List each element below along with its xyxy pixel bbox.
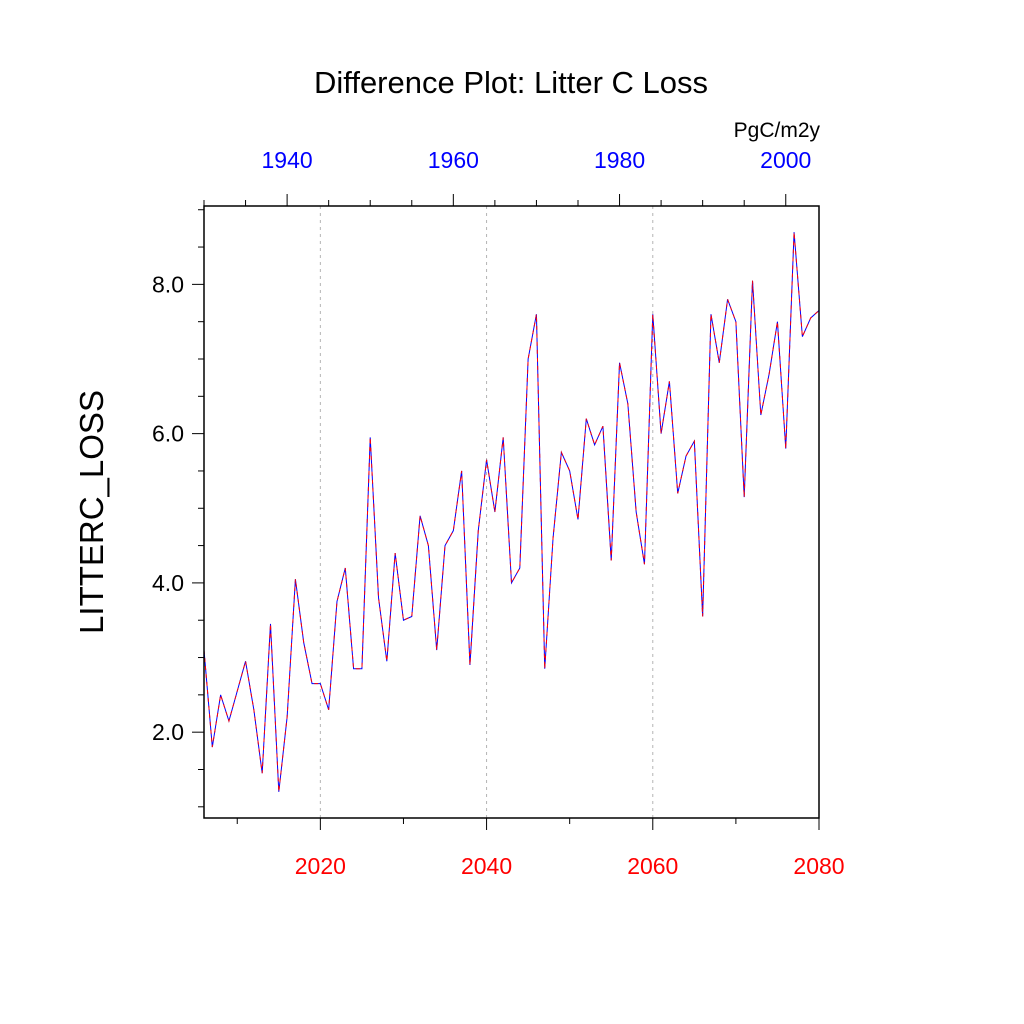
y-tick-label: 8.0	[152, 271, 184, 297]
x-bottom-tick-label: 2060	[627, 853, 678, 879]
y-tick-label: 6.0	[152, 421, 184, 447]
series-line	[203, 232, 820, 792]
series-layer	[203, 232, 820, 792]
series-line-dashed	[203, 232, 820, 792]
plot-frame	[203, 205, 820, 819]
x-bottom-tick-label: 2040	[461, 853, 512, 879]
x-bottom-tick-label: 2020	[295, 853, 346, 879]
ticks-layer: 2.0 4.0 6.0 8.0 2020 2040 2060 2080 1940 1960 1980…	[152, 147, 845, 879]
y-tick-label: 4.0	[152, 570, 184, 596]
y-axis-label: LITTERC_LOSS	[73, 390, 110, 634]
x-top-tick-label: 2000	[760, 147, 811, 173]
x-bottom-tick-label: 2080	[793, 853, 844, 879]
x-top-tick-label: 1960	[428, 147, 479, 173]
chart-title: Difference Plot: Litter C Loss	[314, 65, 708, 100]
x-top-tick-label: 1940	[262, 147, 313, 173]
units-label: PgC/m2y	[734, 119, 821, 142]
grid-layer	[319, 206, 654, 818]
x-top-tick-label: 1980	[594, 147, 645, 173]
y-tick-label: 2.0	[152, 719, 184, 745]
